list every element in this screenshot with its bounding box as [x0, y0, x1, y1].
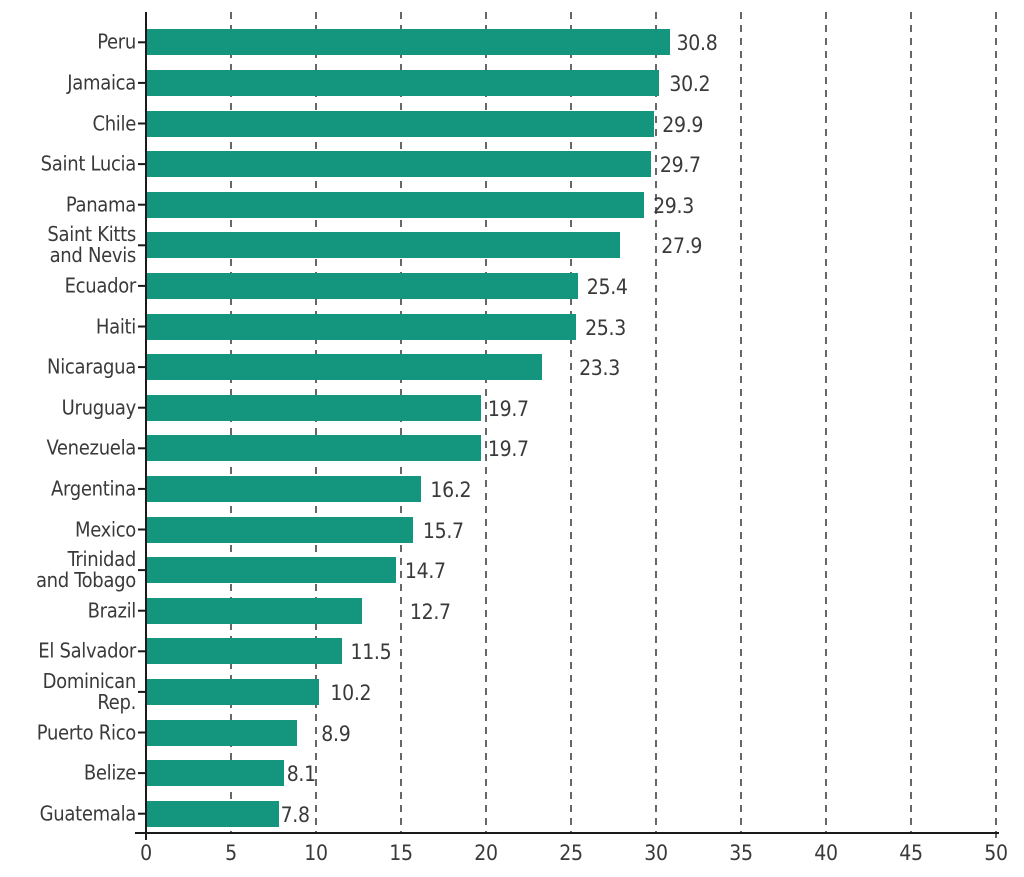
bar — [147, 232, 621, 259]
category-label: Guatemala — [39, 801, 137, 826]
category-label: Saint Kitts and Nevis — [47, 222, 136, 268]
value-label: 12.7 — [409, 599, 451, 624]
x-tick-label: 25 — [559, 841, 583, 865]
x-tick-label: 0 — [140, 841, 152, 865]
bar — [147, 69, 660, 96]
bar — [147, 435, 481, 462]
x-tick-label: 35 — [729, 841, 753, 865]
bar — [147, 475, 422, 502]
category-label: Trinidad and Tobago — [35, 547, 136, 593]
value-label: 29.3 — [653, 193, 694, 218]
value-label: 7.8 — [280, 802, 310, 827]
x-tick-label: 10 — [304, 841, 328, 865]
x-tick-label: 5 — [225, 841, 237, 865]
value-label: 8.9 — [321, 721, 351, 746]
value-label: 23.3 — [579, 356, 620, 381]
bar — [147, 678, 320, 705]
value-label: 25.4 — [586, 274, 628, 299]
bar — [147, 110, 655, 137]
bar — [147, 760, 284, 787]
category-label: Haiti — [95, 314, 136, 338]
value-label: 11.5 — [350, 640, 392, 665]
category-label: Brazil — [87, 598, 137, 623]
category-label: Jamaica — [67, 70, 136, 95]
bar — [147, 191, 645, 218]
category-label: Mexico — [75, 517, 136, 541]
category-label: Peru — [97, 29, 136, 54]
value-label: 8.1 — [286, 762, 316, 787]
value-label: 19.7 — [487, 396, 529, 421]
bar — [147, 394, 481, 421]
value-label: 14.7 — [404, 559, 446, 584]
bar — [147, 800, 279, 827]
value-label: 30.8 — [676, 31, 718, 56]
x-tick-label: 40 — [814, 841, 838, 865]
category-label: Panama — [65, 192, 136, 217]
value-label: 29.9 — [662, 112, 704, 137]
bar — [147, 719, 298, 746]
value-label: 19.7 — [487, 437, 529, 462]
bar — [147, 557, 396, 584]
category-label: Belize — [83, 760, 136, 785]
bar — [147, 597, 362, 624]
category-label: Saint Lucia — [40, 151, 137, 176]
bar — [147, 272, 578, 299]
x-tick-label: 50 — [984, 841, 1008, 865]
category-label: Ecuador — [64, 273, 137, 298]
bar — [147, 354, 543, 381]
category-label: Puerto Rico — [36, 720, 137, 744]
bar — [147, 151, 651, 178]
category-label: Chile — [92, 111, 136, 135]
category-label: Uruguay — [61, 395, 137, 420]
value-label: 27.9 — [661, 234, 703, 259]
value-label: 25.3 — [585, 315, 626, 340]
x-tick-label: 30 — [644, 841, 668, 865]
x-tick-label: 45 — [899, 841, 923, 865]
value-label: 16.2 — [430, 477, 472, 502]
value-label: 29.7 — [659, 153, 701, 178]
value-label: 30.2 — [669, 71, 711, 96]
value-label: 15.7 — [422, 518, 464, 543]
category-label: Venezuela — [46, 435, 136, 460]
category-label: Dominican Rep. — [42, 668, 137, 714]
category-label: El Salvador — [38, 638, 136, 663]
x-tick-label: 15 — [389, 841, 413, 865]
bar — [147, 516, 413, 543]
bar — [147, 313, 577, 340]
category-label: Nicaragua — [47, 354, 136, 379]
x-tick-label: 20 — [474, 841, 498, 865]
bar — [147, 638, 342, 665]
bar — [147, 29, 670, 56]
category-label: Argentina — [50, 476, 136, 501]
value-label: 10.2 — [330, 680, 372, 705]
